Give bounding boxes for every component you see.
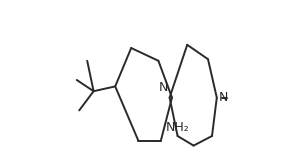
Text: N: N — [218, 91, 228, 104]
Text: N: N — [159, 81, 168, 94]
Text: NH₂: NH₂ — [166, 121, 189, 134]
